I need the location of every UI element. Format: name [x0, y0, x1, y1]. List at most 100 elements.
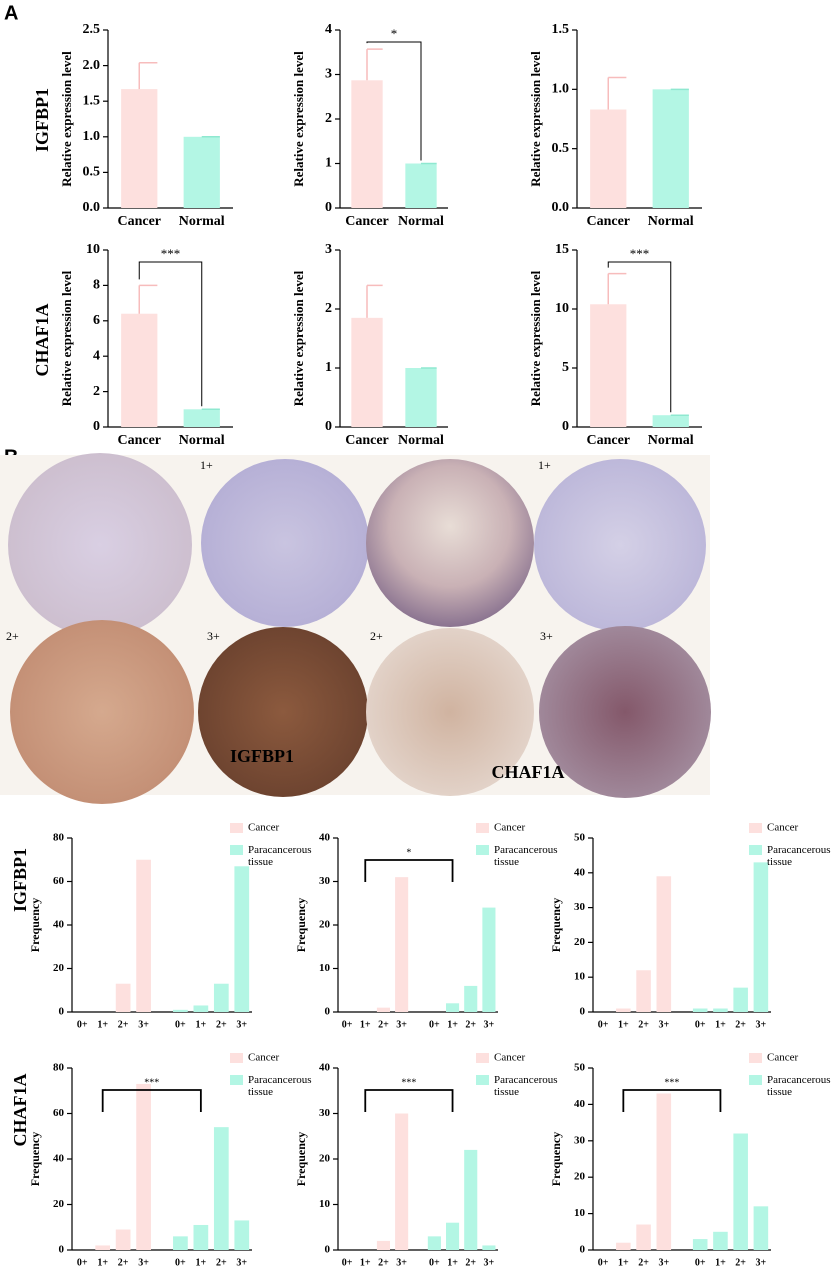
legend-label: Paracancerous tissue [248, 1074, 314, 1098]
row-label: IGFBP1 [10, 848, 30, 912]
error-bar [366, 284, 383, 318]
ihc-grade: 2+ [370, 629, 383, 643]
x-tick-label: Cancer [345, 433, 389, 448]
y-tick-label: 4 [325, 22, 332, 37]
bar [121, 313, 158, 427]
y-axis-label: Relative expression level [528, 51, 543, 187]
y-tick-label: 20 [53, 962, 65, 974]
ihc-grade: 3+ [540, 629, 553, 643]
bar [713, 1008, 728, 1012]
ihc-core [366, 628, 534, 796]
bar [173, 1236, 188, 1250]
y-tick-label: 10 [319, 962, 331, 974]
y-tick-label: 0.5 [83, 165, 101, 180]
x-tick-label: 0+ [175, 1019, 186, 1030]
y-tick-label: 80 [53, 832, 65, 844]
legend-swatch [230, 823, 243, 833]
y-tick-label: 5 [562, 360, 569, 375]
y-tick-label: 2.0 [83, 58, 101, 73]
x-tick-label: 0+ [77, 1019, 88, 1030]
x-tick-label: 1+ [715, 1019, 726, 1030]
bar [173, 1009, 188, 1012]
y-tick-label: 0 [325, 1006, 331, 1018]
legend-swatch [476, 1053, 489, 1063]
y-tick-label: 10 [319, 1198, 331, 1210]
bar [395, 1113, 409, 1250]
x-tick-label: 2+ [118, 1019, 129, 1030]
x-tick-label: 0+ [429, 1257, 440, 1267]
y-tick-label: 0.0 [552, 200, 570, 215]
error-bar [138, 62, 158, 90]
y-axis-label: Frequency [28, 898, 42, 952]
x-tick-label: 3+ [658, 1257, 669, 1267]
x-tick-label: 2+ [638, 1019, 649, 1030]
y-tick-label: 15 [555, 242, 569, 257]
significance-bracket [607, 261, 672, 413]
x-tick-label: 0+ [175, 1257, 186, 1267]
legend-swatch [749, 1075, 762, 1085]
legend-label: Cancer [248, 822, 279, 834]
ihc-core [539, 626, 711, 798]
x-tick-label: 1+ [618, 1019, 629, 1030]
y-tick-label: 30 [574, 901, 586, 913]
x-tick-label: Normal [398, 214, 444, 229]
x-tick-label: 2+ [216, 1019, 227, 1030]
legend-swatch [749, 845, 762, 855]
x-tick-label: 1+ [618, 1257, 629, 1267]
legend-swatch [476, 823, 489, 833]
bar [405, 163, 437, 208]
y-tick-label: 60 [53, 1107, 65, 1119]
x-tick-label: 1+ [715, 1257, 726, 1267]
y-tick-label: 30 [319, 1107, 331, 1119]
y-tick-label: 30 [319, 875, 331, 887]
y-axis-label: Relative expression level [291, 51, 306, 187]
x-tick-label: 3+ [756, 1257, 767, 1267]
x-tick-label: 3+ [138, 1019, 149, 1030]
row-label: IGFBP1 [32, 88, 52, 152]
y-tick-label: 0 [59, 1244, 65, 1256]
bar [652, 89, 689, 208]
bar [464, 985, 478, 1012]
y-tick-label: 20 [53, 1198, 65, 1210]
y-tick-label: 40 [319, 832, 331, 844]
x-tick-label: 2+ [465, 1019, 476, 1030]
significance-bracket [622, 1089, 722, 1112]
bar [213, 1127, 229, 1250]
x-tick-label: Normal [648, 214, 694, 229]
y-tick-label: 1.0 [552, 82, 570, 97]
y-tick-label: 20 [574, 936, 586, 948]
y-tick-label: 40 [574, 1098, 586, 1110]
x-tick-label: Cancer [117, 433, 161, 448]
x-tick-label: 2+ [378, 1019, 389, 1030]
ihc-grade: 1+ [538, 458, 551, 472]
y-tick-label: 0 [325, 200, 332, 215]
x-tick-label: 1+ [447, 1019, 458, 1030]
y-tick-label: 6 [93, 313, 100, 328]
bar [136, 859, 151, 1012]
bar [733, 1133, 748, 1250]
bar [183, 136, 220, 208]
x-tick-label: 2+ [118, 1257, 129, 1267]
bar [590, 109, 627, 208]
x-tick-label: 0+ [429, 1019, 440, 1030]
y-tick-label: 10 [555, 301, 569, 316]
x-tick-label: Cancer [345, 214, 389, 229]
ihc-grade: 1+ [200, 458, 213, 472]
y-tick-label: 1 [325, 156, 332, 171]
x-tick-label: 2+ [378, 1257, 389, 1267]
y-tick-label: 0 [580, 1006, 586, 1018]
y-tick-label: 2.5 [83, 22, 101, 37]
y-tick-label: 10 [574, 971, 586, 983]
bar [713, 1231, 728, 1250]
x-tick-label: 3+ [658, 1019, 669, 1030]
x-tick-label: 0+ [695, 1019, 706, 1030]
significance-label: *** [664, 1077, 679, 1088]
legend-swatch [476, 1075, 489, 1085]
x-tick-label: 3+ [236, 1257, 247, 1267]
bar [234, 1220, 250, 1250]
bar [753, 862, 769, 1012]
legend-label: Paracancerous tissue [767, 1074, 833, 1098]
y-axis-label: Frequency [549, 898, 563, 952]
bar [464, 1149, 478, 1250]
significance-label: *** [401, 1077, 416, 1088]
